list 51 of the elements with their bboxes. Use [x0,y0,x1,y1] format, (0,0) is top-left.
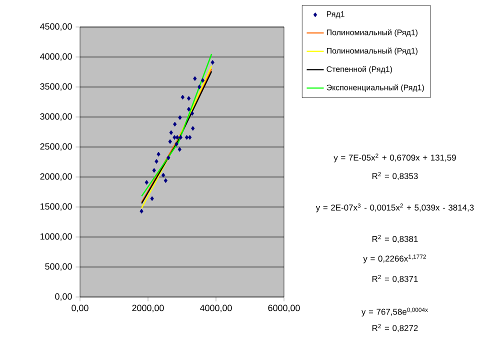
text: y = 7E-05x$^{2}$ + 0,6709x + 131,59 [334,154,456,162]
point [164,178,168,183]
text: R$^{2}$ = 0,8353 [372,172,418,180]
y-tick-label: 4000,00 [40,53,72,61]
point [144,180,148,185]
point [200,78,205,83]
text: R$^{2}$ = 0,8381 [372,234,418,243]
y-tick-label: 1000,00 [40,233,72,241]
point [172,135,176,140]
y-tick-label: 0,00 [55,293,72,301]
x-tick-label: 6000,00 [268,304,300,312]
point [191,126,195,131]
y-tick-label: 1500,00 [40,203,72,211]
point [152,168,156,173]
y-tick-label: 500,00 [45,263,72,271]
y-tick-label: 4500,00 [40,23,72,31]
y-tick-label: 2000,00 [40,173,72,181]
point [178,135,182,140]
point [186,106,191,112]
x-tick-label: 4000,00 [200,304,232,312]
text: y = 2E-07x$^{3}$ - 0,0015x$^{2}$ + 5,039x - 3814,3 [316,204,474,212]
point [140,208,144,214]
point [178,115,182,120]
point [180,94,185,100]
text: y = 0,2266x$^{1,1772}$ [363,254,426,264]
x-tick-label: 2000,00 [132,304,164,312]
point [173,122,177,127]
x-tick-label: 0,00 [72,304,88,312]
point [210,60,214,65]
point [169,130,173,135]
point [174,142,178,146]
point [178,147,182,152]
point [175,135,180,140]
point [168,139,172,144]
y-tick-label: 2500,00 [40,143,72,151]
point [186,96,191,101]
point [184,135,189,140]
point [190,111,194,116]
point [197,84,202,90]
point [166,155,170,160]
point [154,159,158,164]
point [161,172,166,178]
y-tick-label: 3500,00 [40,83,72,91]
point [188,135,192,140]
point [193,76,197,81]
text: R$^{2}$ = 0,8272 [372,324,418,332]
point [150,196,154,201]
point [156,152,160,157]
y-tick-label: 3000,00 [40,113,72,121]
text: y = 767,58e$^{0,0004x}$ [361,308,428,316]
text: R$^{2}$ = 0,8371 [372,274,418,283]
